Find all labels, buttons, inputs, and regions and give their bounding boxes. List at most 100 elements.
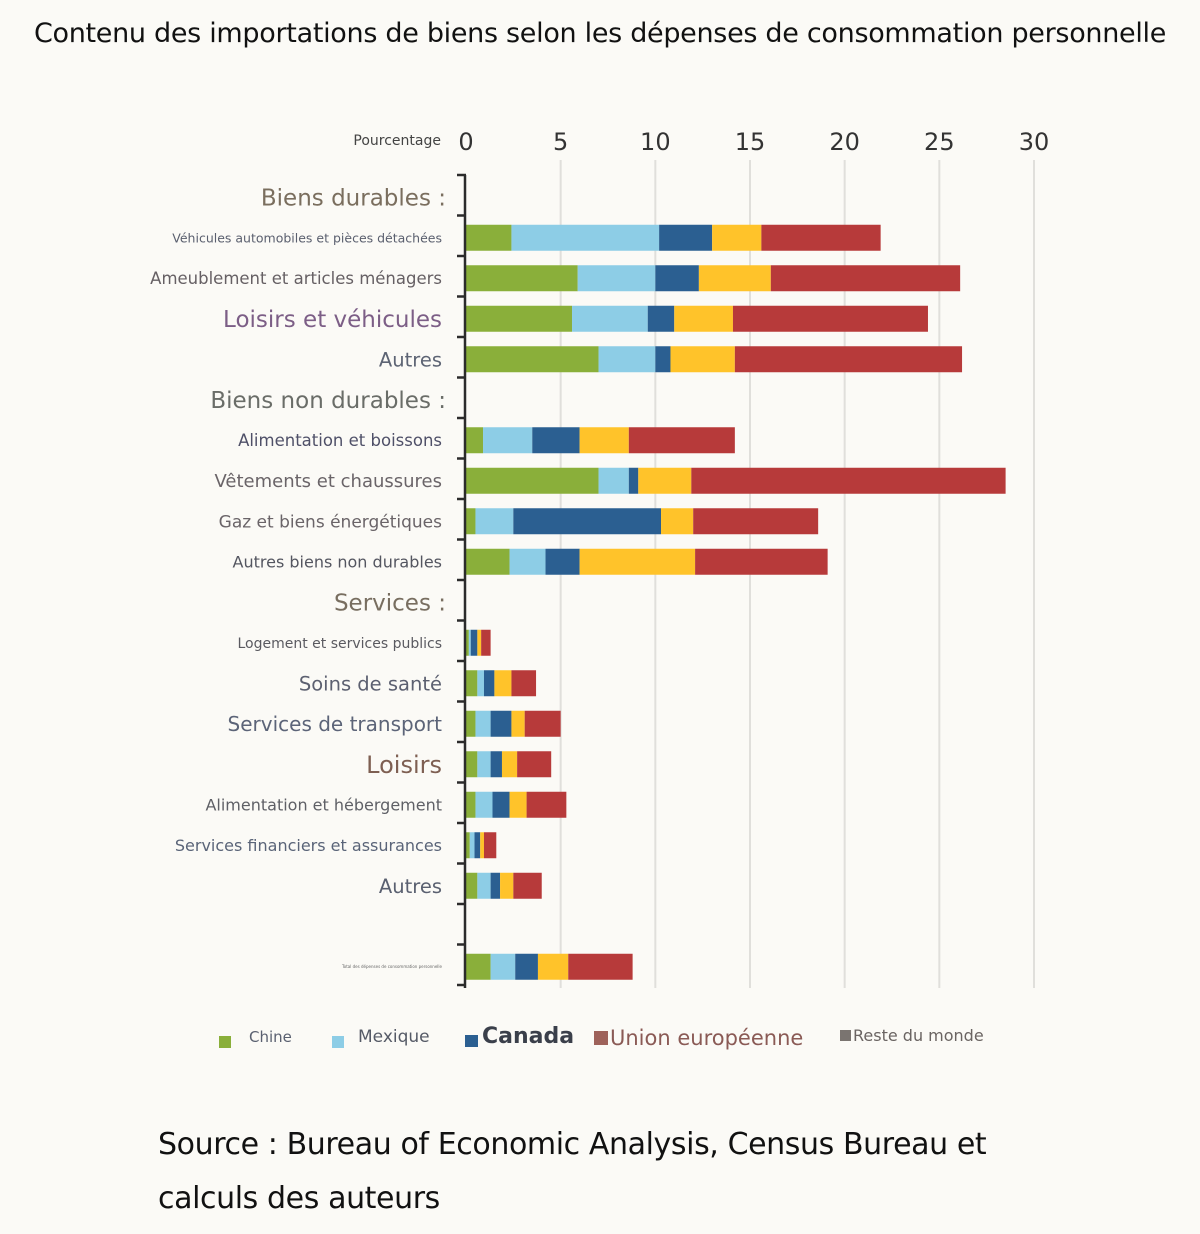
x-tick-label: 15	[735, 128, 766, 156]
x-tick-label: 20	[829, 128, 860, 156]
bar-segment-canada	[470, 629, 478, 656]
bar-segment-union-europeenne	[698, 265, 771, 292]
chart-title: Contenu des importations de biens selon …	[33, 18, 1167, 49]
y-label-item: Logement et services publics	[237, 636, 442, 652]
legend-item-canada: Canada	[465, 1024, 574, 1049]
bar-segment-reste-du-monde	[628, 427, 735, 454]
y-label-header: Biens non durables :	[210, 388, 446, 414]
bar-segment-reste-du-monde	[511, 670, 537, 697]
bar-segment-chine	[466, 670, 478, 697]
bars	[466, 224, 1006, 980]
bar-segment-mexique	[572, 305, 648, 332]
bar-segment-reste-du-monde	[770, 265, 961, 292]
stacked-bar-chart: 0 5 10 15 20 25 30 Pourcentage Biens durables …	[150, 128, 1049, 988]
bar-segment-chine	[466, 872, 478, 899]
legend-swatch-mexique	[332, 1036, 344, 1048]
x-tick-label: 0	[458, 128, 473, 156]
x-axis-ticks: 0 5 10 15 20 25 30	[458, 128, 1049, 156]
bar-segment-reste-du-monde	[695, 548, 828, 575]
legend-swatch-union-europeenne	[594, 1031, 608, 1045]
bar-segment-union-europeenne	[500, 872, 514, 899]
bar-segment-union-europeenne	[494, 670, 512, 697]
legend: Chine Mexique Canada Union européenne Re…	[0, 1022, 1200, 1062]
bar-segment-canada	[545, 548, 580, 575]
bar-segment-canada	[474, 832, 481, 859]
y-label-item: Services de transport	[228, 712, 443, 736]
bar-segment-mexique	[490, 953, 516, 980]
bar-segment-union-europeenne	[480, 832, 484, 859]
bar-segment-mexique	[477, 670, 484, 697]
bar-segment-mexique	[598, 467, 629, 494]
y-label-total: Total des dépenses de consommation perso…	[341, 964, 442, 969]
source-note: Source : Bureau of Economic Analysis, Ce…	[158, 1127, 987, 1216]
bar-segment-chine	[466, 710, 476, 737]
legend-label-reste-du-monde: Reste du monde	[853, 1026, 984, 1045]
bar-segment-canada	[515, 953, 538, 980]
bar-segment-canada	[490, 710, 512, 737]
bar-segment-union-europeenne	[537, 953, 569, 980]
bar-segment-chine	[466, 791, 476, 818]
bar-segment-chine	[466, 346, 599, 373]
bar-segment-chine	[466, 629, 469, 656]
bar-segment-union-europeenne	[670, 346, 735, 373]
bar-segment-reste-du-monde	[526, 791, 567, 818]
bar-segment-mexique	[475, 508, 514, 535]
bar-segment-canada	[628, 467, 639, 494]
y-label-header: Biens durables :	[261, 186, 446, 212]
x-tick-label: 25	[924, 128, 955, 156]
bar-segment-reste-du-monde	[732, 305, 928, 332]
bar-segment-union-europeenne	[501, 751, 518, 778]
bar-segment-chine	[466, 224, 512, 251]
bar-segment-chine	[466, 467, 599, 494]
y-axis-labels: Biens durables : Véhicules automobiles et…	[150, 186, 446, 970]
bar-segment-mexique	[511, 224, 660, 251]
bar-segment-mexique	[509, 548, 546, 575]
bar-segment-canada	[647, 305, 675, 332]
y-label-item: Loisirs et véhicules	[223, 307, 442, 333]
legend-item-union-europeenne: Union européenne	[594, 1026, 803, 1050]
bar-segment-mexique	[468, 629, 471, 656]
bar-segment-reste-du-monde	[734, 346, 963, 373]
y-label-item: Autres	[379, 875, 442, 898]
legend-label-canada: Canada	[482, 1024, 575, 1049]
legend-swatch-reste-du-monde	[840, 1030, 851, 1041]
bar-segment-chine	[466, 265, 578, 292]
bar-segment-canada	[532, 427, 580, 454]
y-label-header: Services :	[334, 591, 446, 617]
y-label-item: Ameublement et articles ménagers	[150, 269, 442, 288]
y-label-item: Autres	[379, 348, 442, 371]
bar-segment-chine	[466, 832, 470, 859]
bar-segment-reste-du-monde	[513, 872, 542, 899]
bar-segment-mexique	[477, 872, 491, 899]
bar-segment-canada	[513, 508, 662, 535]
bar-segment-canada	[490, 751, 502, 778]
bar-segment-mexique	[577, 265, 656, 292]
bar-segment-union-europeenne	[712, 224, 762, 251]
bar-segment-mexique	[469, 832, 475, 859]
x-tick-label: 10	[640, 128, 671, 156]
legend-label-mexique: Mexique	[358, 1027, 430, 1047]
bar-segment-union-europeenne	[674, 305, 733, 332]
bar-segment-chine	[466, 953, 491, 980]
legend-label-union-europeenne: Union européenne	[610, 1026, 804, 1050]
bar-segment-canada	[655, 265, 699, 292]
bar-segment-union-europeenne	[509, 791, 527, 818]
bar-segment-chine	[466, 508, 476, 535]
y-label-item: Loisirs	[366, 751, 442, 779]
bar-segment-union-europeenne	[579, 427, 629, 454]
bar-segment-canada	[655, 346, 671, 373]
bar-segment-canada	[490, 872, 501, 899]
y-label-item: Véhicules automobiles et pièces détachée…	[172, 230, 442, 245]
bar-segment-reste-du-monde	[481, 629, 491, 656]
bar-segment-mexique	[598, 346, 656, 373]
legend-label-chine: Chine	[249, 1028, 292, 1046]
bar-segment-chine	[466, 427, 484, 454]
legend-item-chine: Chine	[219, 1026, 292, 1048]
bar-segment-canada	[659, 224, 713, 251]
bar-segment-union-europeenne	[511, 710, 525, 737]
bar-segment-reste-du-monde	[483, 832, 497, 859]
bar-segment-chine	[466, 305, 573, 332]
y-label-item: Vêtements et chaussures	[214, 471, 442, 492]
bar-segment-union-europeenne	[661, 508, 694, 535]
bar-segment-mexique	[483, 427, 533, 454]
